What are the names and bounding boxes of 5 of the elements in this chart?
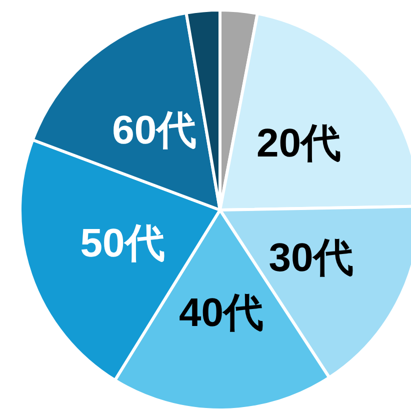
slice-label: 50代 xyxy=(80,221,165,266)
slice-label: 60代 xyxy=(112,108,197,153)
slice-label: 30代 xyxy=(268,236,354,280)
slice-label: 40代 xyxy=(179,290,264,335)
slice-label: 20代 xyxy=(256,122,341,166)
